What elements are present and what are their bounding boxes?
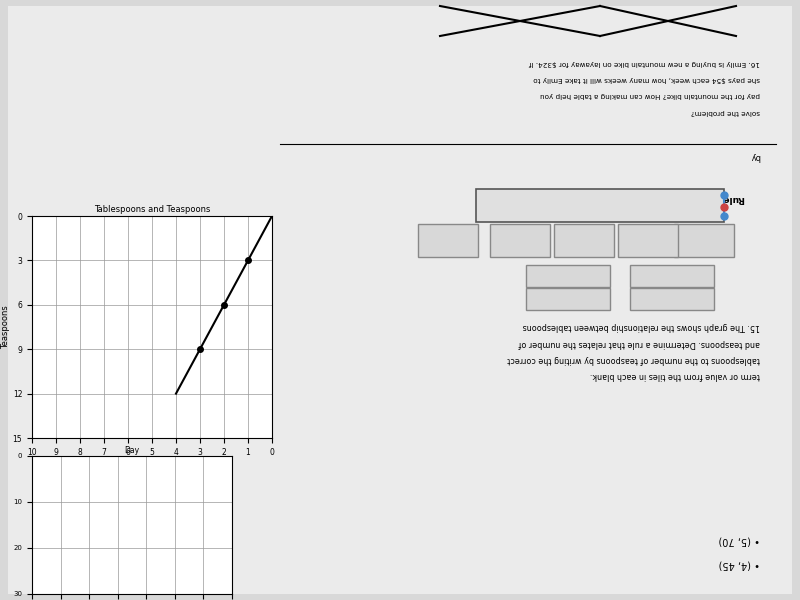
FancyBboxPatch shape	[526, 288, 610, 310]
Text: 16. Emily is buying a new mountain bike on layaway for $324. If: 16. Emily is buying a new mountain bike …	[529, 60, 760, 66]
Text: 3: 3	[581, 236, 587, 245]
FancyBboxPatch shape	[418, 224, 478, 257]
Text: term or value from the tiles in each blank.: term or value from the tiles in each bla…	[590, 371, 760, 380]
Text: the number of tablespoons: the number of tablespoons	[542, 200, 658, 209]
Text: tablespoons to the number of teaspoons by writing the correct: tablespoons to the number of teaspoons b…	[507, 355, 760, 364]
Text: Divide: Divide	[554, 271, 582, 280]
Title: Tablespoons and Teaspoons: Tablespoons and Teaspoons	[94, 205, 210, 214]
Text: pay for the mountain bike? How can making a table help you: pay for the mountain bike? How can makin…	[540, 92, 760, 98]
Text: 2/1: 2/1	[512, 236, 528, 245]
Text: 15. The graph shows the relationship between tablespoons: 15. The graph shows the relationship bet…	[522, 323, 760, 331]
Text: Subtract: Subtract	[653, 294, 691, 304]
Text: • (5, 70): • (5, 70)	[718, 535, 760, 545]
FancyBboxPatch shape	[526, 265, 610, 287]
X-axis label: Tablespoons: Tablespoons	[126, 460, 178, 469]
Text: Rule:: Rule:	[718, 193, 744, 202]
Text: Multiply: Multiply	[654, 271, 690, 280]
FancyBboxPatch shape	[630, 265, 714, 287]
FancyBboxPatch shape	[674, 224, 734, 257]
Text: she pays $54 each week, how many weeks will it take Emily to: she pays $54 each week, how many weeks w…	[534, 76, 760, 82]
Text: 2: 2	[645, 236, 651, 245]
FancyBboxPatch shape	[490, 224, 550, 257]
Text: solve the problem?: solve the problem?	[691, 109, 760, 115]
Title: Day: Day	[125, 446, 139, 455]
FancyBboxPatch shape	[630, 288, 714, 310]
Text: and teaspoons. Determine a rule that relates the number of: and teaspoons. Determine a rule that rel…	[518, 338, 760, 348]
Text: • (4, 45): • (4, 45)	[718, 559, 760, 569]
FancyBboxPatch shape	[8, 6, 792, 594]
Text: 3/1: 3/1	[440, 236, 456, 245]
Text: 1: 1	[701, 236, 707, 245]
FancyBboxPatch shape	[618, 224, 678, 257]
Y-axis label: Teaspoons: Teaspoons	[1, 305, 10, 349]
Text: Add: Add	[559, 294, 577, 304]
FancyBboxPatch shape	[554, 224, 614, 257]
FancyBboxPatch shape	[476, 189, 724, 222]
Text: by: by	[750, 151, 760, 160]
